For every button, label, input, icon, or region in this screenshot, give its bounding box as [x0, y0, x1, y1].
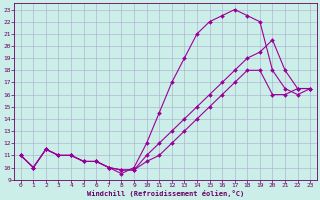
- X-axis label: Windchill (Refroidissement éolien,°C): Windchill (Refroidissement éolien,°C): [87, 190, 244, 197]
